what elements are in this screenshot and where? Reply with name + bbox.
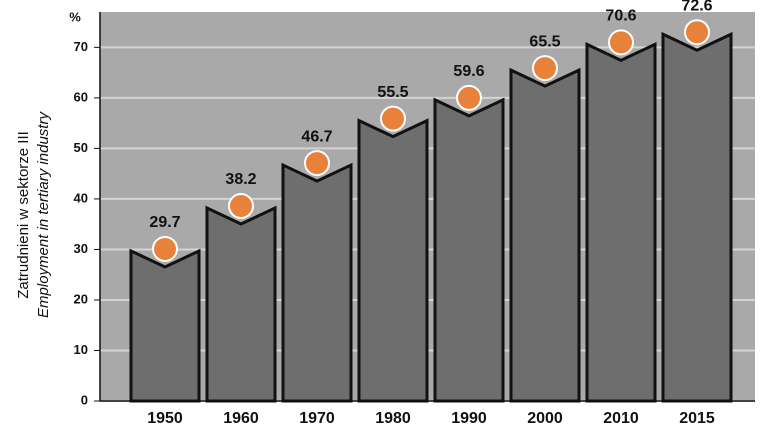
value-label: 38.2 [225, 171, 256, 188]
value-marker [304, 150, 330, 177]
y-tick-label: 40 [74, 190, 88, 205]
y-tick-label: 70 [74, 39, 88, 54]
value-marker [228, 193, 254, 220]
bar [281, 162, 353, 403]
x-tick-label: 2010 [603, 410, 639, 427]
value-label: 29.7 [149, 214, 180, 231]
x-tick-label: 2015 [679, 410, 715, 427]
value-marker [608, 29, 634, 56]
y-tick-label: 10 [74, 342, 88, 357]
value-marker [532, 55, 558, 82]
value-label: 59.6 [453, 63, 484, 80]
value-marker [684, 19, 710, 46]
value-label: 70.6 [605, 8, 636, 25]
x-tick-label: 1980 [375, 410, 411, 427]
x-tick-label: 1950 [147, 410, 183, 427]
bar [357, 118, 429, 403]
value-marker [380, 105, 406, 132]
value-marker [456, 84, 482, 111]
x-tick-label: 2000 [527, 410, 563, 427]
y-tick-label: 60 [74, 89, 88, 104]
bar [433, 97, 505, 403]
value-label: 46.7 [301, 128, 332, 145]
value-label: 72.6 [681, 0, 712, 14]
y-tick-label: 50 [74, 140, 88, 155]
bar [129, 248, 201, 403]
x-tick-label: 1990 [451, 410, 487, 427]
y-tick-label: 0 [81, 392, 88, 407]
bar [509, 67, 581, 403]
x-tick-label: 1970 [299, 410, 335, 427]
x-tick-label: 1960 [223, 410, 259, 427]
value-label: 65.5 [529, 33, 560, 50]
y-title-en: Employment in tertiary industry [35, 111, 52, 318]
y-unit: % [69, 9, 81, 24]
value-marker [152, 235, 178, 262]
bar [661, 31, 733, 403]
y-title: Zatrudnieni w sektorze III [15, 131, 32, 299]
bar [205, 205, 277, 403]
y-tick-label: 20 [74, 291, 88, 306]
bar [585, 41, 657, 403]
y-tick-label: 30 [74, 241, 88, 256]
value-label: 55.5 [377, 84, 408, 101]
